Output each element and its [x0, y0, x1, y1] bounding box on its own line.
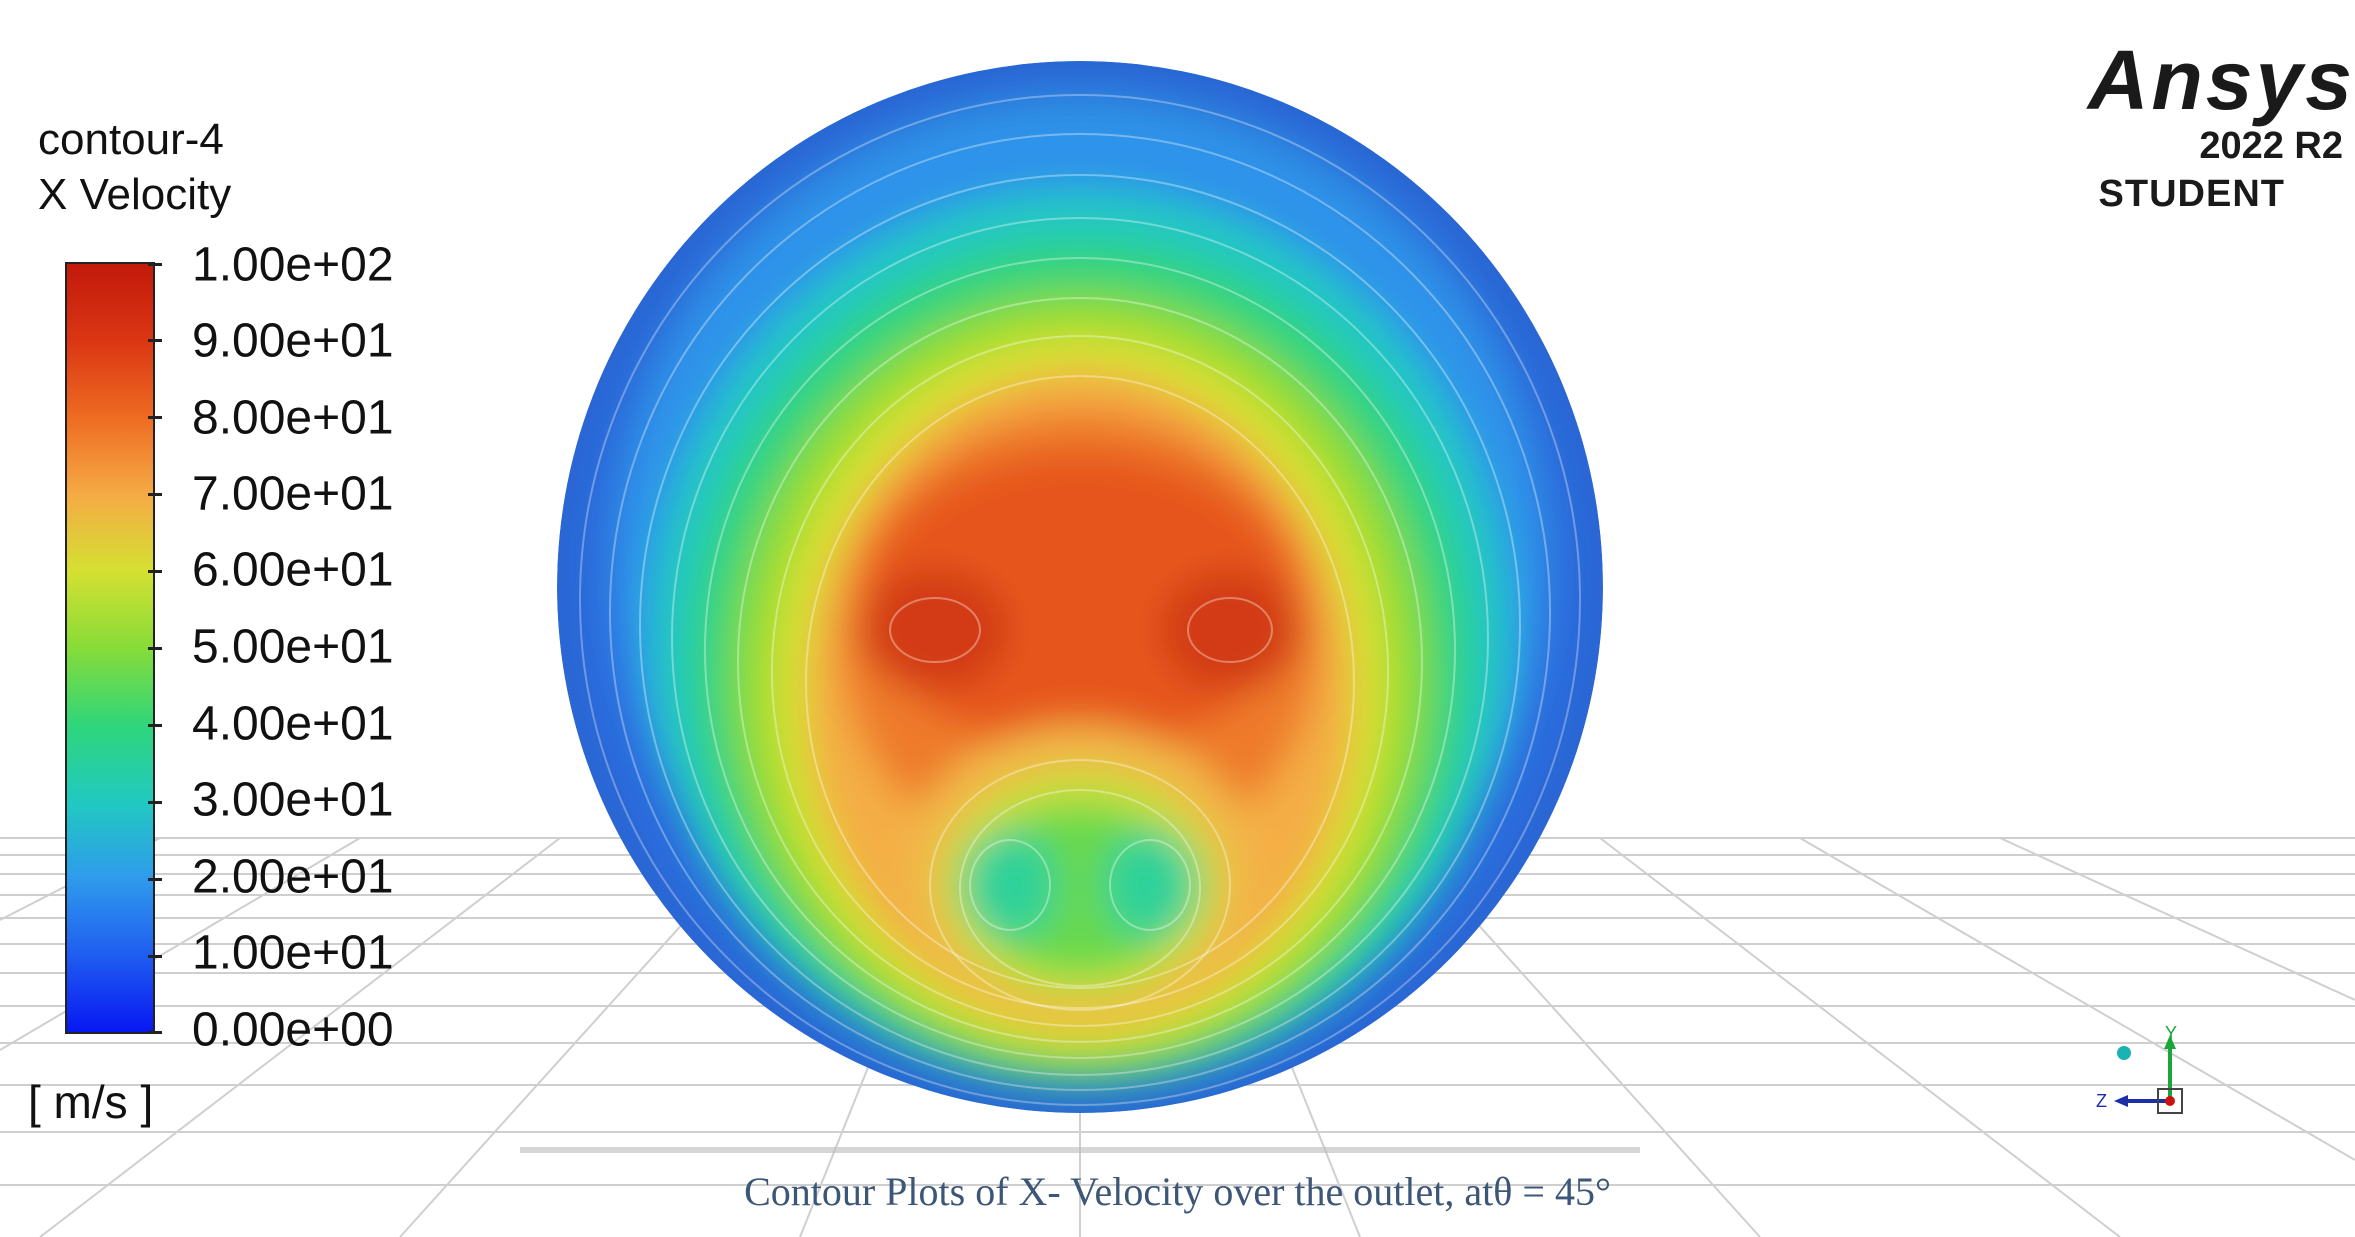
figure-caption: Contour Plots of X- Velocity over the ou… — [744, 1169, 1611, 1214]
axis-z-label: Z — [2096, 1091, 2107, 1111]
brand-edition: STUDENT — [2098, 173, 2285, 215]
legend-tick-mark — [148, 570, 162, 573]
legend-tick-mark — [148, 493, 162, 496]
legend-tick-label: 9.00e+01 — [192, 314, 394, 368]
axis-origin-marker — [2117, 1046, 2131, 1060]
legend-tick-label: 4.00e+01 — [192, 697, 394, 751]
brand-name: Ansys — [2087, 33, 2355, 127]
legend-tick-label: 7.00e+01 — [192, 467, 394, 521]
legend-tick-label: 8.00e+01 — [192, 391, 394, 445]
legend-title: contour-4 — [38, 115, 224, 164]
legend-tick-label: 0.00e+00 — [192, 1003, 394, 1057]
legend-tick-mark — [148, 955, 162, 958]
legend-tick-mark — [148, 801, 162, 804]
legend-tick-mark — [148, 339, 162, 342]
contour-disc[interactable] — [557, 61, 1603, 1113]
legend-tick-label: 5.00e+01 — [192, 620, 394, 674]
legend-tick-label: 1.00e+01 — [192, 926, 394, 980]
legend-tick-label: 1.00e+02 — [192, 238, 394, 292]
legend-tick-mark — [148, 416, 162, 419]
ansys-logo: Ansys 2022 R2 STUDENT — [1995, 38, 2355, 218]
legend-tick-label: 3.00e+01 — [192, 773, 394, 827]
legend-tick-label: 2.00e+01 — [192, 850, 394, 904]
legend-tick-mark — [148, 878, 162, 881]
colorbar-gradient — [65, 262, 155, 1034]
legend-tick-mark — [148, 724, 162, 727]
axis-y-label: Y — [2165, 1023, 2177, 1043]
legend-tick-mark — [148, 647, 162, 650]
legend-tick-label: 6.00e+01 — [192, 543, 394, 597]
legend-tick-mark — [148, 263, 162, 266]
legend-units: [ m/s ] — [28, 1076, 154, 1128]
legend-tick-mark — [148, 1031, 162, 1034]
legend-variable: X Velocity — [38, 170, 232, 219]
brand-version: 2022 R2 — [2199, 125, 2343, 167]
axis-triad[interactable]: Y Z — [2096, 1023, 2183, 1114]
